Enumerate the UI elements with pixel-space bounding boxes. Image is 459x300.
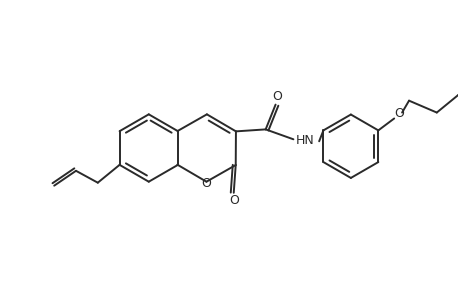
Text: O: O	[201, 177, 211, 190]
Text: O: O	[228, 194, 238, 207]
Text: O: O	[393, 107, 403, 120]
Text: O: O	[272, 90, 282, 103]
Text: HN: HN	[295, 134, 314, 147]
